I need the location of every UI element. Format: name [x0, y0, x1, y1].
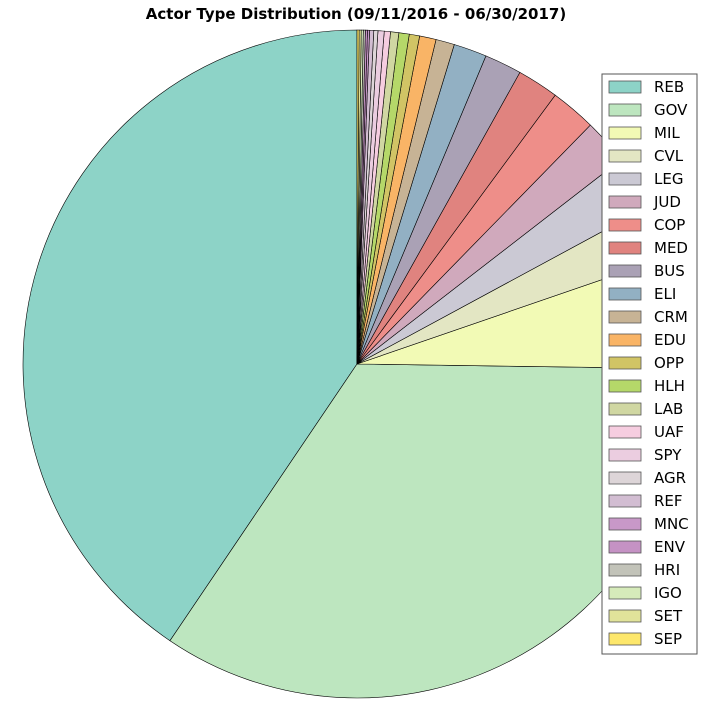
legend-label-lab: LAB	[654, 400, 683, 418]
legend-label-uaf: UAF	[654, 423, 684, 441]
legend-swatch-opp	[608, 356, 642, 370]
legend-swatch-eli	[608, 287, 642, 301]
legend-label-edu: EDU	[654, 331, 686, 349]
legend-swatch-uaf	[608, 425, 642, 439]
legend-label-reb: REB	[654, 78, 684, 96]
legend-swatch-igo	[608, 586, 642, 600]
pie-slices	[22, 29, 692, 699]
pie-slice-reb	[22, 29, 358, 642]
legend-swatch-jud	[608, 195, 642, 209]
legend-label-med: MED	[654, 239, 688, 257]
legend-swatch-agr	[608, 471, 642, 485]
legend-label-opp: OPP	[654, 354, 684, 372]
legend-swatch-gov	[608, 103, 642, 117]
pie-slice-sep	[356, 29, 360, 365]
legend-label-leg: LEG	[654, 170, 683, 188]
legend-label-ref: REF	[654, 492, 683, 510]
legend-swatch-reb	[608, 80, 642, 94]
legend-label-crm: CRM	[654, 308, 688, 326]
legend-swatch-cvl	[608, 149, 642, 163]
legend-label-jud: JUD	[653, 193, 681, 211]
legend-swatch-mil	[608, 126, 642, 140]
legend-swatch-sep	[608, 632, 642, 646]
legend-label-hri: HRI	[654, 561, 680, 579]
legend-swatch-ref	[608, 494, 642, 508]
legend: REB GOV MIL CVL LEG JUD COP MED BUS ELI CRM EDU OPP H…	[601, 73, 698, 655]
legend-swatch-set	[608, 609, 642, 623]
legend-label-mil: MIL	[654, 124, 680, 142]
legend-label-bus: BUS	[654, 262, 685, 280]
legend-swatch-hlh	[608, 379, 642, 393]
legend-label-eli: ELI	[654, 285, 676, 303]
legend-swatch-med	[608, 241, 642, 255]
legend-label-mnc: MNC	[654, 515, 689, 533]
legend-swatch-lab	[608, 402, 642, 416]
legend-swatch-cop	[608, 218, 642, 232]
legend-label-gov: GOV	[654, 101, 688, 119]
legend-swatch-bus	[608, 264, 642, 278]
legend-swatch-hri	[608, 563, 642, 577]
legend-label-env: ENV	[654, 538, 686, 556]
legend-label-spy: SPY	[654, 446, 682, 464]
legend-label-sep: SEP	[654, 630, 682, 648]
legend-label-cvl: CVL	[654, 147, 684, 165]
chart-title: Actor Type Distribution (09/11/2016 - 06…	[146, 5, 566, 23]
legend-label-agr: AGR	[654, 469, 686, 487]
legend-swatch-mnc	[608, 517, 642, 531]
legend-label-cop: COP	[654, 216, 685, 234]
legend-label-hlh: HLH	[654, 377, 685, 395]
legend-label-set: SET	[654, 607, 683, 625]
legend-swatch-crm	[608, 310, 642, 324]
legend-swatch-spy	[608, 448, 642, 462]
legend-swatch-leg	[608, 172, 642, 186]
legend-label-igo: IGO	[654, 584, 682, 602]
legend-swatch-env	[608, 540, 642, 554]
legend-swatch-edu	[608, 333, 642, 347]
